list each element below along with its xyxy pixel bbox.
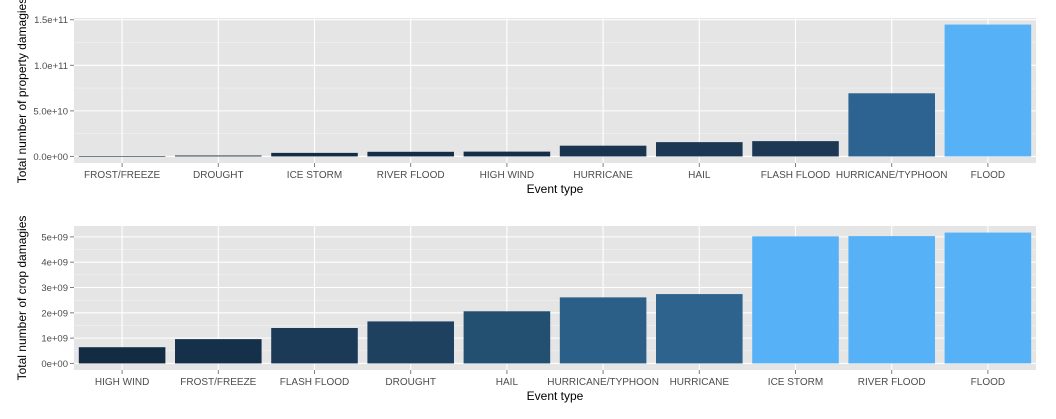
bar [367, 321, 454, 364]
crop-damage-chart: 0e+00 1e+09 2e+09 3e+09 4e+09 5e+09 HIGH WIND F… [15, 216, 1036, 403]
bar [752, 236, 839, 364]
x-tick-label: FLOOD [971, 377, 1005, 388]
y-tick-label: 4e+09 [41, 258, 68, 269]
x-tick-label: FLASH FLOOD [280, 377, 349, 388]
y-tick-label: 1e+09 [41, 334, 68, 345]
bar [175, 155, 262, 157]
x-tick-label: DROUGHT [385, 377, 436, 388]
y-tick-label: 1.0e+11 [34, 61, 68, 72]
x-tick-label: RIVER FLOOD [858, 377, 926, 388]
bar [752, 141, 839, 157]
y-tick-label: 5e+09 [41, 232, 68, 243]
bar [78, 347, 166, 364]
y-axis-title: Total number of crop damagies [15, 216, 29, 381]
y-tick-label: 5.0e+10 [33, 106, 68, 117]
bar [559, 145, 647, 157]
x-tick-label: RIVER FLOOD [377, 170, 445, 181]
x-tick-label: HURRICANE/TYPHOON [547, 377, 659, 388]
bar [463, 151, 551, 157]
bar [944, 232, 1032, 364]
x-tick-label: HURRICANE [670, 377, 730, 388]
x-tick-label: HAIL [688, 170, 711, 181]
bar [271, 152, 358, 157]
x-tick-label: HURRICANE [573, 170, 633, 181]
y-tick-label: 0e+00 [41, 359, 68, 370]
x-tick-label: HAIL [496, 377, 519, 388]
x-tick-label: FLASH FLOOD [761, 170, 830, 181]
y-tick-label: 3e+09 [41, 283, 68, 294]
y-tick-label: 2e+09 [41, 308, 68, 319]
x-tick-label: HURRICANE/TYPHOON [836, 170, 948, 181]
property-damage-chart: 0.0e+00 5.0e+10 1.0e+11 1.5e+11 FROST/FREEZE… [15, 0, 1036, 196]
x-axis-title: Event type [527, 182, 584, 196]
bar [463, 311, 551, 364]
x-tick-label: ICE STORM [287, 170, 342, 181]
y-tick-label: 1.5e+11 [34, 15, 68, 26]
bar [271, 327, 358, 364]
bar [656, 294, 743, 364]
x-tick-label: ICE STORM [768, 377, 823, 388]
bar [656, 142, 743, 157]
x-tick-label: HIGH WIND [480, 170, 534, 181]
bar [848, 93, 935, 157]
bar [559, 297, 647, 364]
x-tick-label: FROST/FREEZE [180, 377, 256, 388]
bar [944, 24, 1032, 157]
x-tick-label: DROUGHT [193, 170, 244, 181]
y-axis-title: Total number of property damagies [15, 0, 29, 183]
y-tick-label: 0.0e+00 [33, 152, 68, 163]
bar [367, 151, 454, 157]
bar [848, 236, 935, 364]
bar [175, 339, 262, 364]
x-tick-label: HIGH WIND [95, 377, 149, 388]
bar [78, 156, 166, 157]
x-tick-label: FLOOD [971, 170, 1005, 181]
x-tick-label: FROST/FREEZE [84, 170, 160, 181]
x-axis-title: Event type [527, 389, 584, 403]
